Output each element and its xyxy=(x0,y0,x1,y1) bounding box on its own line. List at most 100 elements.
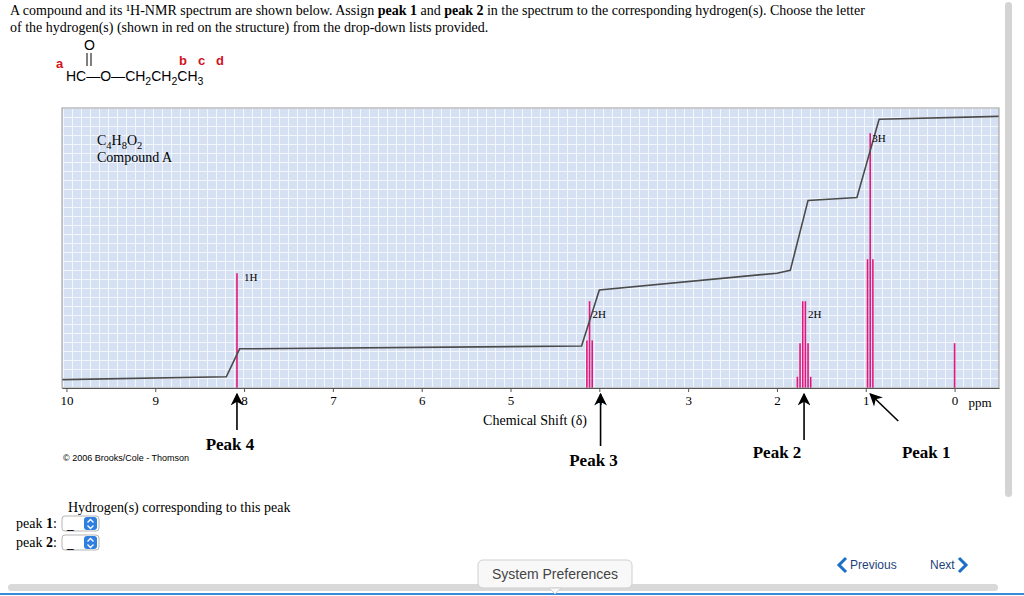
dropdown-button[interactable] xyxy=(84,536,97,549)
chart-texts: ppm Chemical Shift (δ) C4H8O2Compound A © 2… xyxy=(63,132,992,470)
text-segment: O xyxy=(127,133,137,148)
x-tick-mark xyxy=(777,388,778,392)
text-segment: C xyxy=(97,133,106,148)
structure: OHC—O—CH2CH2CH3abcd xyxy=(56,37,224,87)
formula: HC—O—CH2CH2CH3 xyxy=(66,68,204,87)
question: A compound and its ¹H-NMR spectrum are s… xyxy=(10,3,865,36)
x-tick-label: 10 xyxy=(60,393,73,408)
plot-frame xyxy=(62,108,999,388)
next-label[interactable]: Next xyxy=(930,558,955,572)
dropdown[interactable]: _ xyxy=(62,516,99,531)
x-tick-mark xyxy=(688,388,689,392)
previous-chevron[interactable] xyxy=(839,558,846,572)
previous-label[interactable]: Previous xyxy=(850,558,897,572)
bottom-rule xyxy=(0,593,1024,595)
ui: System Preferences Previous Next xyxy=(0,2,1024,595)
x-tick-mark xyxy=(155,388,156,392)
x-tick-mark xyxy=(511,388,512,392)
peak-line xyxy=(797,377,799,388)
tooltip-text: System Preferences xyxy=(492,566,618,582)
dropdown-button[interactable] xyxy=(84,517,97,530)
page: A compound and its ¹H-NMR spectrum are s… xyxy=(0,0,1024,596)
x-tick: 7 xyxy=(330,388,337,408)
peak-line xyxy=(869,133,871,388)
x-tick-mark xyxy=(244,388,245,392)
marks xyxy=(62,116,999,388)
text-segment: peak xyxy=(16,516,46,531)
hydrogen-label: a xyxy=(56,56,64,71)
x-tick-label: 1 xyxy=(863,393,870,408)
x-tick-label: 3 xyxy=(685,393,692,408)
text-segment: CH xyxy=(151,68,171,84)
text-segment: H xyxy=(112,133,122,148)
x-tick-mark xyxy=(333,388,334,392)
x-axis-line xyxy=(63,388,1000,389)
text-segment: peak 1 xyxy=(378,3,417,18)
peak-arrow xyxy=(236,394,238,430)
x-tick-label: 2 xyxy=(774,393,781,408)
double-bond xyxy=(91,53,92,66)
peak-line xyxy=(805,301,807,388)
hydrogen-label: d xyxy=(216,53,224,68)
text-segment: peak 2 xyxy=(444,3,483,18)
plot-background xyxy=(62,108,999,388)
dropdown-box[interactable] xyxy=(62,516,99,531)
integral-label: 2H xyxy=(593,308,607,320)
tooltip: System Preferences xyxy=(478,560,632,594)
peak-line xyxy=(589,301,591,388)
scrollbar-right xyxy=(1005,2,1012,497)
integral-label: 1H xyxy=(244,271,258,283)
copyright: © 2006 Brooks/Cole - Thomson xyxy=(63,453,189,463)
peak-line xyxy=(236,273,238,388)
question-line: A compound and its ¹H-NMR spectrum are s… xyxy=(10,3,865,19)
peak xyxy=(236,273,237,388)
x-tick: 6 xyxy=(419,388,426,408)
tooltip-notch xyxy=(549,588,561,594)
x-tick-label: 8 xyxy=(241,393,248,408)
next-chevron[interactable] xyxy=(959,558,966,572)
peak-label: Peak 4 xyxy=(206,435,255,454)
compound-name: Compound A xyxy=(97,150,173,165)
dropdown-arrows[interactable] xyxy=(88,520,94,529)
peak xyxy=(954,343,955,388)
next-button[interactable]: Next xyxy=(930,558,966,572)
integral-label: 3H xyxy=(872,132,886,144)
peak xyxy=(868,133,873,388)
text-segment: CH xyxy=(177,68,197,84)
text-segment: 1 xyxy=(46,516,53,531)
carbonyl-oxygen: O xyxy=(84,37,95,53)
double-bond xyxy=(87,53,88,66)
text-segment: of the hydrogen(s) (shown in red on the … xyxy=(10,20,488,36)
dropdown-box[interactable] xyxy=(62,535,99,550)
peak-arrow xyxy=(803,394,805,440)
peak-line xyxy=(586,340,588,388)
x-tick-label: 7 xyxy=(330,393,337,408)
dropdown-arrows[interactable] xyxy=(88,539,94,548)
text-segment: 2 xyxy=(46,535,53,550)
x-axis: 109876543210 xyxy=(60,388,999,408)
question-line: of the hydrogen(s) (shown in red on the … xyxy=(10,20,488,36)
text-segment: : xyxy=(53,516,57,531)
text-segment: in the spectrum to the corresponding hyd… xyxy=(483,3,865,19)
x-tick: 8 xyxy=(241,388,248,408)
x-tick: 10 xyxy=(60,388,73,408)
dropdown-value[interactable]: _ xyxy=(66,517,74,531)
text-segment: 3 xyxy=(198,75,204,87)
peak-line xyxy=(807,343,809,388)
x-tick-mark xyxy=(866,388,867,392)
text-segment: HC xyxy=(66,68,86,84)
dropdown[interactable]: _ xyxy=(62,535,99,550)
previous-button[interactable]: Previous xyxy=(839,558,897,572)
text-segment: and xyxy=(417,3,444,18)
x-tick-mark xyxy=(955,388,956,392)
x-tick-label: 5 xyxy=(508,393,515,408)
x-tick-mark xyxy=(599,388,600,392)
x-axis-title: Chemical Shift (δ) xyxy=(483,413,587,429)
hydrogen-label: b xyxy=(179,53,187,68)
dropdown-value[interactable]: _ xyxy=(66,536,74,550)
peak-label: Peak 2 xyxy=(753,443,802,462)
compound-formula: C4H8O2 xyxy=(97,133,142,151)
peak-line xyxy=(872,259,874,388)
peak-label: Peak 1 xyxy=(902,443,951,462)
x-unit: ppm xyxy=(969,395,992,410)
